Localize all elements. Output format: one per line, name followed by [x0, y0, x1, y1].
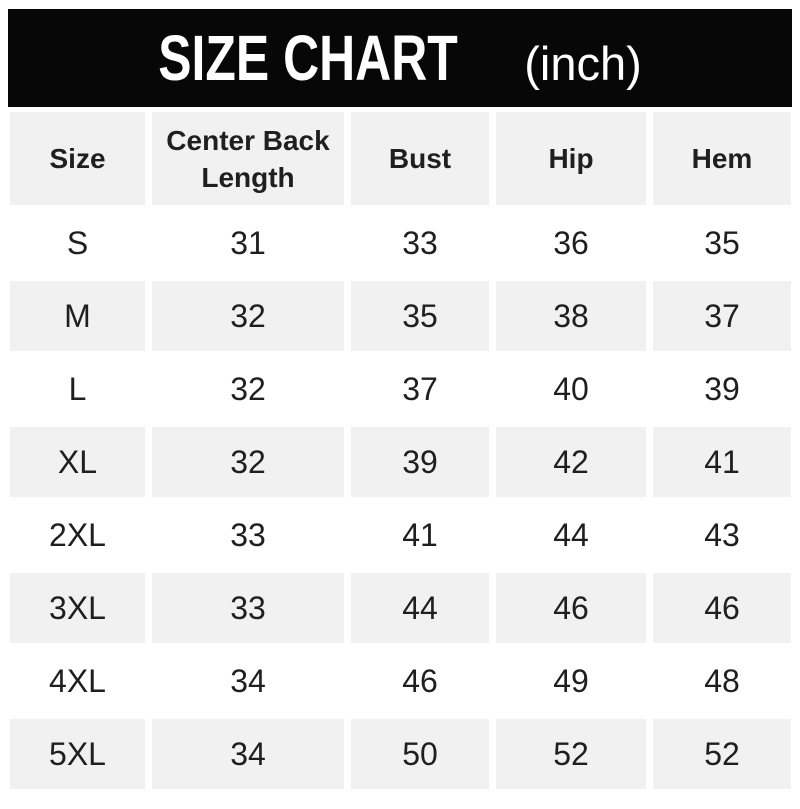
- measurement-value: 35: [351, 281, 489, 351]
- measurement-value: 33: [152, 500, 344, 570]
- measurement-value: 42: [496, 427, 646, 497]
- measurement-value: 39: [351, 427, 489, 497]
- measurement-value: 37: [653, 281, 791, 351]
- measurement-value: 49: [496, 646, 646, 716]
- column-header-hem: Hem: [653, 112, 791, 205]
- measurement-value: 37: [351, 354, 489, 424]
- measurement-value: 34: [152, 646, 344, 716]
- measurement-value: 35: [653, 208, 791, 278]
- measurement-value: 38: [496, 281, 646, 351]
- column-header-center-back-length: Center Back Length: [152, 112, 344, 205]
- measurement-value: 31: [152, 208, 344, 278]
- column-header-bust: Bust: [351, 112, 489, 205]
- row-size-label: M: [10, 281, 145, 351]
- measurement-value: 46: [351, 646, 489, 716]
- row-size-label: XL: [10, 427, 145, 497]
- measurement-value: 32: [152, 427, 344, 497]
- row-size-label: 2XL: [10, 500, 145, 570]
- row-size-label: 5XL: [10, 719, 145, 789]
- size-chart-graphic: SIZE CHART (inch) Size Center Back Length…: [0, 9, 800, 789]
- measurement-value: 41: [351, 500, 489, 570]
- measurement-value: 32: [152, 354, 344, 424]
- measurement-value: 36: [496, 208, 646, 278]
- size-table: Size Center Back Length Bust Hip Hem S 31 33 36 3…: [10, 112, 791, 789]
- row-size-label: S: [10, 208, 145, 278]
- measurement-value: 44: [496, 500, 646, 570]
- measurement-value: 52: [496, 719, 646, 789]
- row-size-label: 3XL: [10, 573, 145, 643]
- column-header-size: Size: [10, 112, 145, 205]
- measurement-value: 34: [152, 719, 344, 789]
- measurement-value: 43: [653, 500, 791, 570]
- measurement-value: 44: [351, 573, 489, 643]
- title-banner: SIZE CHART (inch): [8, 9, 792, 107]
- row-size-label: L: [10, 354, 145, 424]
- measurement-value: 32: [152, 281, 344, 351]
- measurement-value: 40: [496, 354, 646, 424]
- measurement-value: 39: [653, 354, 791, 424]
- measurement-value: 41: [653, 427, 791, 497]
- measurement-value: 46: [653, 573, 791, 643]
- measurement-value: 46: [496, 573, 646, 643]
- row-size-label: 4XL: [10, 646, 145, 716]
- unit-label: (inch): [524, 36, 642, 90]
- measurement-value: 33: [152, 573, 344, 643]
- measurement-value: 52: [653, 719, 791, 789]
- measurement-value: 50: [351, 719, 489, 789]
- chart-title: SIZE CHART: [158, 22, 458, 94]
- column-header-hip: Hip: [496, 112, 646, 205]
- measurement-value: 48: [653, 646, 791, 716]
- measurement-value: 33: [351, 208, 489, 278]
